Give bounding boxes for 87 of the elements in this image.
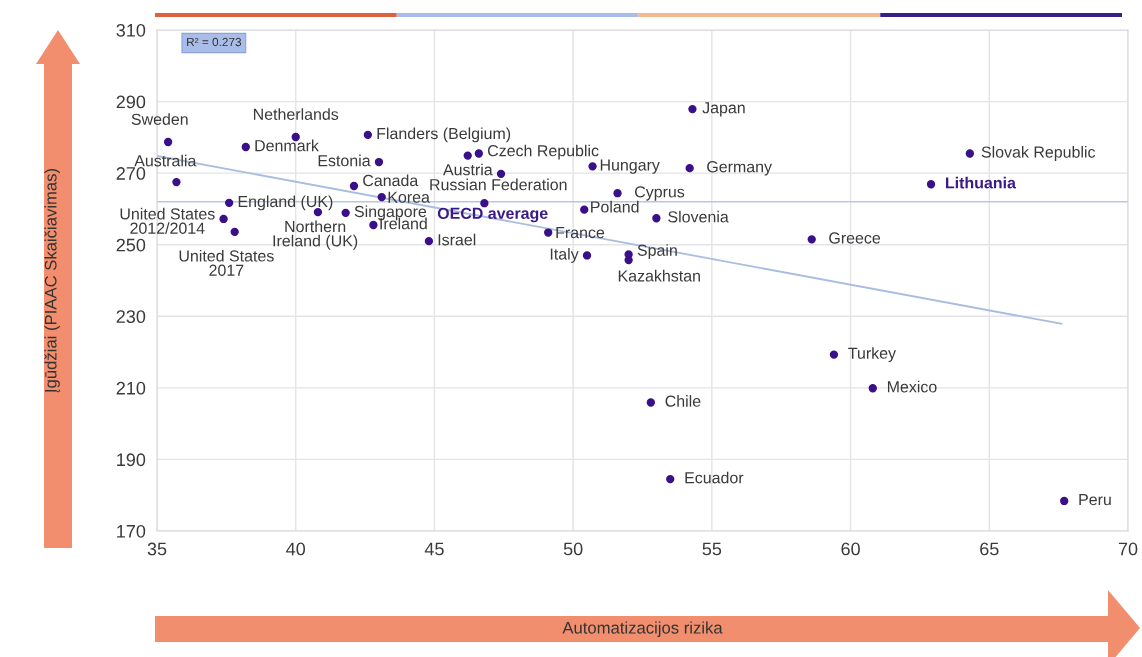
x-tick-label: 35 <box>147 542 167 556</box>
annotation: Chile <box>665 395 701 407</box>
point <box>544 228 553 237</box>
annotation: Peru <box>1079 494 1111 506</box>
x-tick-label: 65 <box>980 542 999 556</box>
point <box>224 198 234 208</box>
point <box>219 214 228 224</box>
annotation: Poland <box>591 200 639 213</box>
annotation: Austria <box>443 163 493 176</box>
x-tick-label: 55 <box>702 542 722 556</box>
point <box>377 192 386 202</box>
point <box>374 157 384 167</box>
annotation: Slovenia <box>668 210 729 223</box>
x-axis-title: Automatizacijos rizika <box>562 621 723 637</box>
annotation: France <box>556 227 605 239</box>
annotation: Korea <box>388 191 430 203</box>
annotation: Czech Republic <box>487 144 599 160</box>
point <box>666 474 675 484</box>
annotation: United States 2012/2014 <box>120 207 215 234</box>
point <box>463 151 472 160</box>
annotation: Canada <box>363 174 419 187</box>
point <box>588 162 597 171</box>
point <box>926 180 936 189</box>
x-tick-label: 40 <box>286 542 306 556</box>
annotation: Israel <box>438 233 476 246</box>
point <box>685 163 694 173</box>
point <box>172 177 181 187</box>
point <box>646 398 655 407</box>
point <box>241 142 250 152</box>
point <box>349 181 359 191</box>
y-tick-label: 190 <box>117 453 146 467</box>
annotation: Cyprus <box>635 186 685 201</box>
annotation: Turkey <box>848 347 896 363</box>
annotation: Greece <box>829 232 881 244</box>
annotation: Sweden <box>131 113 188 125</box>
point <box>829 350 839 359</box>
point <box>807 235 816 244</box>
point <box>580 205 589 214</box>
annotation: Northern Ireland (UK) <box>273 220 358 250</box>
annotation: England (UK) <box>238 195 333 211</box>
annotation: Russian Federation <box>430 178 567 191</box>
point <box>369 220 378 230</box>
annotation: Germany <box>707 161 772 176</box>
y-tick-label: 210 <box>116 381 146 395</box>
point <box>965 149 975 158</box>
annotation: Slovak Republic <box>981 146 1096 161</box>
annotation: Ecuador <box>685 471 744 484</box>
ref-line-label: OECD average <box>437 207 548 223</box>
x-tick-label: 50 <box>563 542 583 556</box>
y-tick-label: 310 <box>116 23 146 37</box>
point <box>1060 496 1069 506</box>
annotation: Spain <box>637 244 677 260</box>
annotation: Estonia <box>318 154 371 167</box>
annotation: United States 2017 <box>179 249 274 276</box>
point <box>582 251 592 260</box>
point <box>480 199 489 208</box>
annotation: Netherlands <box>253 108 339 120</box>
point <box>424 236 434 246</box>
point <box>868 384 877 393</box>
annotation: Lithuania <box>945 176 1016 189</box>
annotation: Kazakhstan <box>618 269 700 282</box>
point <box>163 137 173 147</box>
annotation: Italy <box>550 248 579 263</box>
x-tick-label: 45 <box>424 542 444 556</box>
annotation: Denmark <box>255 139 319 152</box>
annotation: Australia <box>134 154 197 167</box>
annotation: Flanders (Belgium) <box>377 127 511 143</box>
point <box>652 214 661 223</box>
annotation: Mexico <box>887 380 937 393</box>
y-tick-label: 290 <box>116 95 146 109</box>
point <box>341 208 350 218</box>
annotation: R² = 0.273 <box>187 37 242 47</box>
point <box>496 169 506 179</box>
point <box>363 130 373 140</box>
x-tick-label: 70 <box>1118 542 1138 556</box>
y-tick-label: 250 <box>116 238 146 252</box>
point <box>230 227 239 236</box>
point <box>688 104 697 114</box>
x-tick-label: 60 <box>841 542 860 556</box>
annotation: Japan <box>702 102 745 117</box>
y-tick-label: 170 <box>117 524 146 538</box>
y-tick-label: 270 <box>116 167 146 180</box>
y-axis-title: Įgūdžiai (PIAAC Skaičiavimas) <box>44 169 60 393</box>
point <box>474 149 483 158</box>
annotation: Hungary <box>600 159 660 174</box>
y-tick-label: 230 <box>116 310 146 324</box>
point <box>613 189 622 198</box>
